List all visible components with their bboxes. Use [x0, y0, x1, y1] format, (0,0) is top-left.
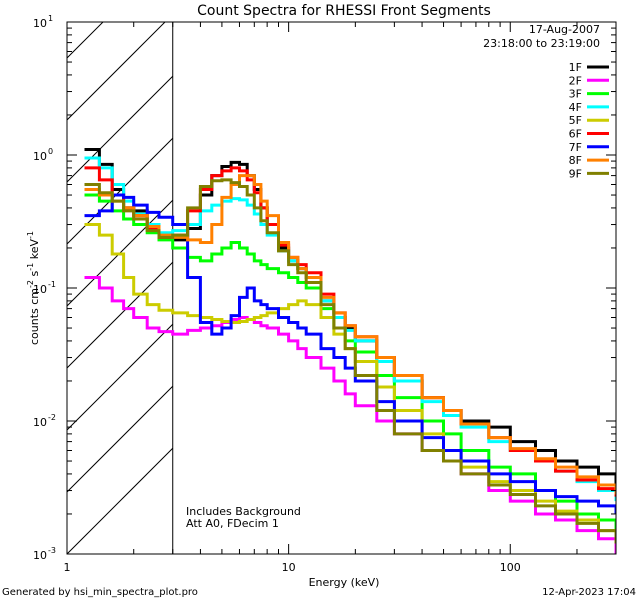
time-range-label: 23:18:00 to 23:19:00 [483, 37, 600, 50]
legend-label: 7F [569, 141, 582, 154]
y-tick-label: 10 -1 [33, 280, 56, 296]
legend-item-3F: 3F [569, 88, 609, 101]
legend-item-5F: 5F [569, 114, 609, 127]
y-tick-exponent: -3 [48, 546, 56, 555]
chart-title: Count Spectra for RHESSI Front Segments [197, 3, 491, 19]
legend-label: 5F [569, 114, 582, 127]
annotation-attenuator: Att A0, FDecim 1 [186, 517, 279, 530]
axis-ticks [66, 21, 617, 555]
footer-generator: Generated by hsi_min_spectra_plot.pro [2, 587, 198, 598]
legend-item-1F: 1F [569, 61, 609, 74]
hatch-line [67, 75, 174, 183]
series-1F [84, 148, 616, 491]
series-layer [84, 148, 616, 554]
y-tick-label: 10 -2 [33, 413, 56, 429]
y-tick-base: 10 [33, 283, 47, 296]
y-axis-label-text: counts cm-2​ s-1​ keV-1​ [26, 231, 41, 345]
y-tick-label: 10 -3 [33, 546, 56, 562]
hatched-region [67, 22, 174, 554]
y-tick-exponent: -1 [48, 280, 56, 289]
x-tick-labels: 1 10 100 [64, 561, 521, 574]
legend-item-2F: 2F [569, 74, 609, 87]
series-7F [84, 193, 616, 514]
legend-label: 4F [569, 101, 582, 114]
y-tick-base: 10 [33, 549, 47, 562]
series-2F [84, 276, 616, 554]
hatch-line [67, 323, 174, 431]
y-tick-base: 10 [33, 416, 47, 429]
hatch-line [67, 261, 174, 369]
legend-label: 3F [569, 88, 582, 101]
y-tick-base: 10 [33, 150, 47, 163]
y-tick-label: 10 1 [33, 14, 53, 30]
x-tick-label: 10 [282, 561, 296, 574]
hatch-line [67, 385, 174, 493]
x-tick-label: 1 [64, 561, 71, 574]
hatch-line [67, 137, 174, 245]
legend-item-4F: 4F [569, 101, 609, 114]
x-tick-label: 100 [500, 561, 521, 574]
y-tick-exponent: -2 [48, 413, 56, 422]
legend-item-6F: 6F [569, 128, 609, 141]
y-tick-exponent: 0 [48, 147, 53, 156]
y-axis-label: counts cm-2​ s-1​ keV-1​ [26, 231, 41, 345]
legend-label: 9F [569, 167, 582, 180]
hatch-line [67, 22, 166, 121]
hatch-line [67, 447, 174, 554]
legend-label: 2F [569, 74, 582, 87]
y-tick-base: 10 [33, 17, 47, 30]
legend-label: 8F [569, 154, 582, 167]
legend-item-9F: 9F [569, 167, 609, 180]
legend-label: 6F [569, 128, 582, 141]
hatch-line [67, 22, 104, 59]
y-tick-exponent: 1 [48, 14, 53, 23]
legend-label: 1F [569, 61, 582, 74]
x-axis-label: Energy (keV) [309, 576, 380, 589]
series-9F [84, 178, 616, 544]
legend-item-8F: 8F [569, 154, 609, 167]
footer-timestamp: 12-Apr-2023 17:04 [542, 587, 636, 598]
legend-item-7F: 7F [569, 141, 609, 154]
annotation-background: Includes Background [186, 505, 301, 518]
date-label: 17-Aug-2007 [529, 23, 600, 36]
y-tick-label: 10 0 [33, 147, 53, 163]
